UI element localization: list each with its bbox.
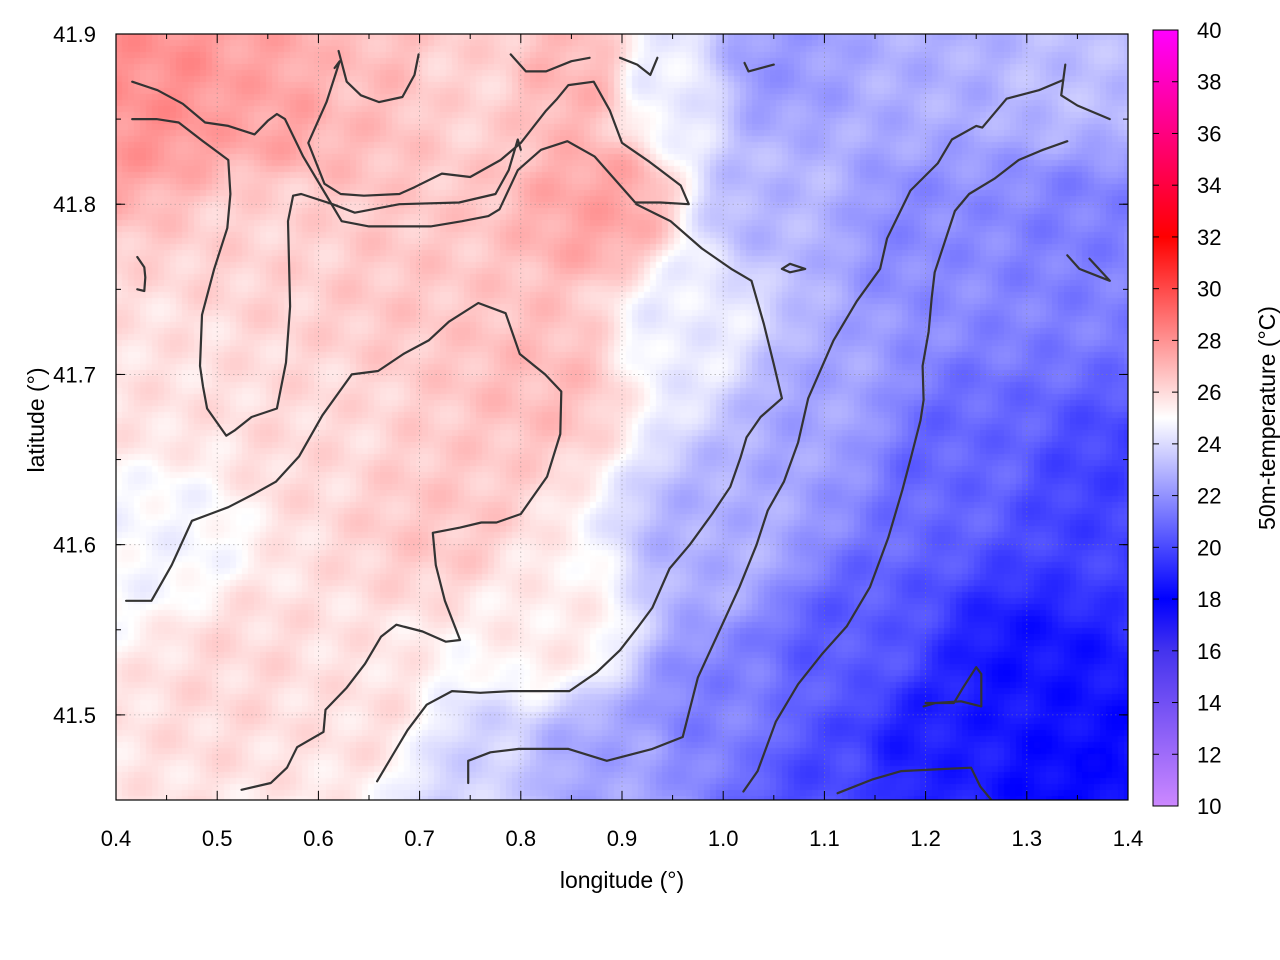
contour-line xyxy=(124,301,563,791)
x-tick-label: 1.4 xyxy=(1113,826,1144,851)
y-tick-label: 41.7 xyxy=(53,362,96,387)
contour-line xyxy=(131,117,522,437)
contour-line xyxy=(1066,254,1111,282)
grid xyxy=(116,33,1128,800)
x-tick-label: 1.0 xyxy=(708,826,739,851)
colorbar-tick-label: 18 xyxy=(1197,587,1221,612)
contour-line xyxy=(780,262,807,274)
contour-line xyxy=(922,666,983,708)
x-tick-label: 0.7 xyxy=(404,826,435,851)
contour-line xyxy=(467,78,1065,785)
x-tick-label: 0.5 xyxy=(202,826,233,851)
contour-line xyxy=(509,53,591,73)
colorbar: 10 12 14 16 18 20 22 24 26 28 30 32 34 36 38 40 50m-tem… xyxy=(1152,18,1280,819)
contour-line xyxy=(337,49,420,104)
y-tick-label: 41.8 xyxy=(53,192,96,217)
colorbar-tick-label: 12 xyxy=(1197,742,1221,767)
contour-line xyxy=(743,61,775,73)
colorbar-tick-label: 30 xyxy=(1197,277,1221,302)
x-tick-label: 0.6 xyxy=(303,826,334,851)
colorbar-tick-label: 24 xyxy=(1197,432,1221,457)
colorbar-label: 50m-temperature (°C) xyxy=(1254,306,1280,530)
x-tick-label: 1.3 xyxy=(1012,826,1043,851)
y-tick-label: 41.9 xyxy=(53,22,96,47)
y-axis-label: latitude (°) xyxy=(23,367,49,472)
colorbar-tick-label: 20 xyxy=(1197,535,1221,560)
colorbar-tick-label: 22 xyxy=(1197,484,1221,509)
y-ticks: 41.5 41.6 41.7 41.8 41.9 xyxy=(53,22,1128,801)
x-axis-label: longitude (°) xyxy=(560,867,684,893)
y-tick-label: 41.5 xyxy=(53,703,96,728)
colorbar-tick-label: 36 xyxy=(1197,121,1221,146)
contour-line xyxy=(136,255,147,293)
colorbar-tick-label: 32 xyxy=(1197,225,1221,250)
contour-line xyxy=(836,766,993,800)
x-tick-label: 0.9 xyxy=(607,826,638,851)
contour-line xyxy=(618,56,659,77)
colorbar-tick-label: 14 xyxy=(1197,691,1221,716)
contour-line xyxy=(376,203,784,783)
contour-line xyxy=(742,140,1069,793)
colorbar-tick-label: 10 xyxy=(1197,794,1221,819)
colorbar-tick-label: 34 xyxy=(1197,173,1221,198)
x-tick-label: 0.4 xyxy=(101,826,132,851)
colorbar-ticks: 10 12 14 16 18 20 22 24 26 28 30 32 34 36 38 40 xyxy=(1153,18,1221,819)
colorbar-tick-label: 38 xyxy=(1197,70,1221,95)
x-ticks: 0.4 0.5 0.6 0.7 0.8 0.9 1.0 1.1 1.2 1.3 1.4 xyxy=(101,34,1144,851)
y-tick-label: 41.6 xyxy=(53,533,96,558)
x-tick-label: 0.8 xyxy=(506,826,537,851)
x-tick-label: 1.1 xyxy=(809,826,840,851)
contour-line xyxy=(1060,63,1111,121)
contour-line xyxy=(131,60,690,228)
colorbar-tick-label: 28 xyxy=(1197,328,1221,353)
colorbar-tick-label: 16 xyxy=(1197,639,1221,664)
x-tick-label: 1.2 xyxy=(910,826,941,851)
contours xyxy=(124,49,1111,800)
colorbar-tick-label: 40 xyxy=(1197,18,1221,43)
colorbar-bar xyxy=(1152,29,1179,807)
colorbar-tick-label: 26 xyxy=(1197,380,1221,405)
